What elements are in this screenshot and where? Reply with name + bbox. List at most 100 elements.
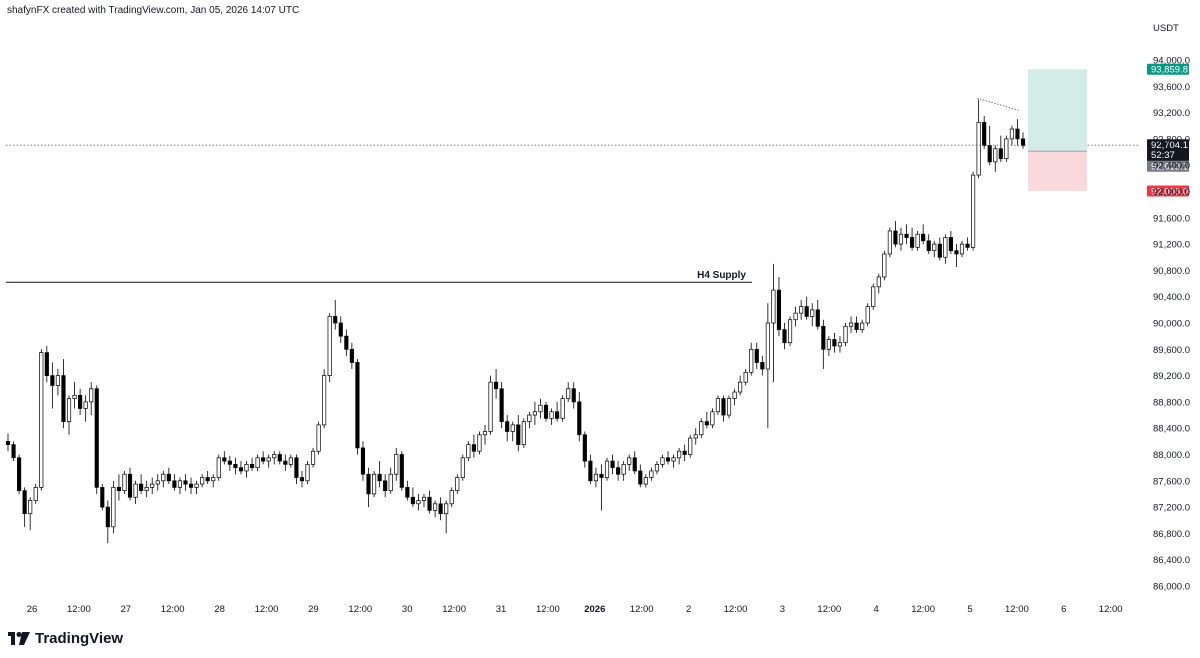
candle-down: [494, 369, 499, 399]
candle-down: [5, 433, 11, 452]
candle-body: [1009, 128, 1014, 140]
candle-body: [771, 289, 776, 324]
take-profit-tag: 93,859.8: [1147, 63, 1189, 76]
candle-up: [959, 240, 965, 258]
candle-down: [665, 451, 671, 465]
y-tick-label: 90,000.0: [1153, 319, 1190, 330]
candle-up: [799, 299, 804, 320]
candle-body: [910, 237, 915, 248]
candle-down: [399, 451, 404, 491]
candle-up: [416, 493, 421, 511]
candle-body: [78, 394, 83, 409]
candle-body: [155, 480, 160, 485]
candle-down: [815, 299, 820, 330]
candle-body: [904, 233, 909, 238]
candle-body: [799, 306, 804, 314]
stop-loss-tag-bg: [1147, 185, 1189, 197]
candle-body: [604, 460, 610, 478]
candle-up: [255, 454, 260, 471]
candle-body: [826, 339, 831, 350]
candle-down: [50, 362, 55, 409]
candle-up: [738, 375, 743, 396]
candle-down: [1020, 132, 1026, 149]
stop-loss-tag: 92,008.0: [1147, 185, 1189, 197]
candle-up: [466, 441, 471, 462]
candle-body: [738, 381, 743, 393]
candle-body: [438, 503, 443, 515]
x-tick-label: 27: [121, 604, 132, 615]
candle-down: [383, 474, 388, 498]
candle-up: [72, 382, 77, 409]
candle-body: [188, 483, 194, 488]
candle-up: [55, 369, 60, 396]
candle-body: [726, 398, 732, 416]
candle-down: [754, 342, 759, 370]
candle-body: [83, 401, 88, 409]
candle-down: [582, 431, 587, 468]
candle-body: [887, 230, 892, 255]
candle-up: [244, 461, 249, 478]
candle-down: [965, 237, 970, 251]
candle-body: [272, 454, 277, 459]
candle-body: [527, 414, 532, 422]
candle-body: [44, 352, 49, 376]
candle-up: [943, 234, 948, 264]
candle-down: [438, 497, 443, 521]
candle-body: [338, 322, 343, 337]
candle-body: [1004, 138, 1009, 159]
candle-body: [39, 352, 44, 488]
candle-body: [299, 477, 305, 482]
candle-down: [760, 355, 765, 376]
y-tick-label: 92,000.0: [1153, 187, 1190, 198]
candle-up: [688, 434, 693, 458]
candle-body: [893, 230, 898, 245]
candle-body: [333, 316, 338, 324]
candle-body: [28, 500, 33, 515]
candle-body: [943, 237, 948, 258]
candle-up: [793, 306, 798, 327]
candle-body: [898, 233, 904, 245]
candle-body: [377, 473, 382, 482]
candle-body: [532, 411, 537, 416]
candle-body: [821, 325, 826, 350]
candle-body: [460, 457, 465, 478]
candle-body: [621, 464, 626, 475]
x-tick-label: 12:00: [724, 604, 748, 615]
candle-up: [322, 369, 327, 429]
candle-body: [1015, 128, 1020, 140]
candle-up: [865, 303, 870, 327]
candle-up: [649, 467, 654, 481]
candle-body: [987, 145, 992, 163]
candle-up: [654, 461, 660, 475]
candle-up: [621, 461, 626, 481]
candle-up: [765, 303, 770, 429]
candle-up: [194, 480, 199, 494]
candle-down: [261, 451, 266, 465]
candle-body: [33, 487, 38, 501]
candle-down: [338, 316, 343, 343]
overlay-layer: H4 Supply93,859.892,008.092,704.152:3792…: [6, 63, 1189, 283]
chart-attribution: shafynFX created with TradingView.com, J…: [7, 5, 300, 16]
candle-body: [366, 473, 371, 495]
y-tick-label: 86,400.0: [1153, 555, 1190, 566]
candle-body: [371, 473, 377, 495]
candle-body: [832, 339, 837, 347]
candle-body: [688, 437, 693, 455]
candle-body: [499, 388, 504, 422]
candle-down: [893, 221, 898, 248]
candle-down: [577, 392, 582, 442]
take-profit-zone: [1028, 69, 1087, 152]
candle-down: [405, 480, 410, 501]
candle-body: [244, 464, 249, 472]
candle-down: [44, 346, 49, 383]
candle-up: [715, 395, 721, 416]
candle-body: [277, 454, 282, 462]
candle-up: [699, 418, 704, 439]
y-tick-label: 89,600.0: [1153, 345, 1190, 356]
candle-body: [310, 450, 316, 465]
candle-up: [488, 375, 493, 435]
candle-up: [771, 263, 776, 383]
candle-body: [421, 496, 427, 501]
candle-up: [871, 283, 876, 310]
